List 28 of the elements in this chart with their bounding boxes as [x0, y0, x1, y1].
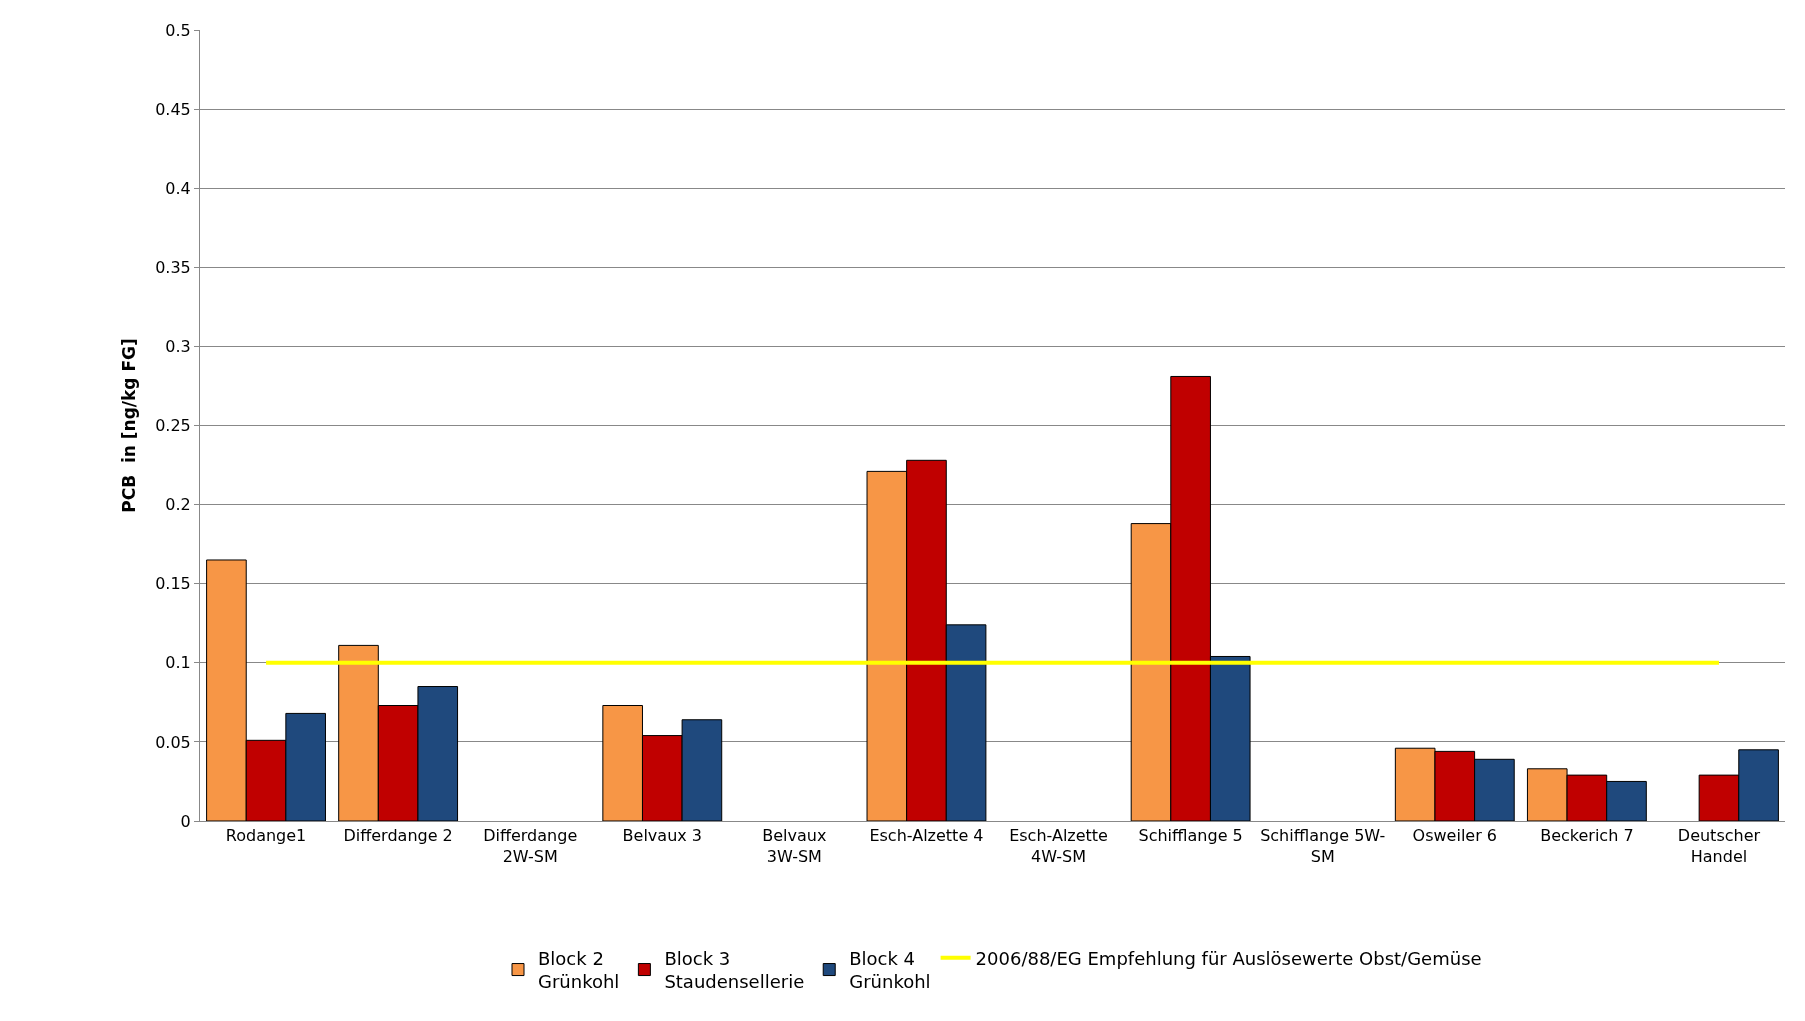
y-tick-label: 0.15	[155, 574, 191, 594]
y-tick-label: 0.3	[165, 337, 191, 356]
legend-label: 2006/88/EG Empfehlung für Auslösewerte Obst/Gemüse	[975, 947, 1482, 969]
y-tick-label: 0.2	[165, 495, 191, 515]
y-tick-label: 0.4	[165, 178, 191, 198]
legend-label: Block 4 Grünkohl	[849, 947, 931, 993]
x-tick-label: Belvaux 3W-SM	[762, 826, 827, 866]
x-tick-label: Differdange 2	[343, 826, 453, 846]
x-tick-label: Beckerich 7	[1540, 826, 1634, 846]
x-tick-label: Osweiler 6	[1412, 826, 1498, 846]
x-tick-label: Esch-Alzette 4W-SM	[1009, 826, 1108, 866]
y-tick-label: 0.1	[165, 653, 191, 673]
x-tick-label: Belvaux 3	[622, 826, 702, 846]
legend-label: Block 2 Grünkohl	[538, 947, 620, 993]
y-tick-label: 0.05	[155, 732, 191, 752]
x-tick-label: Schifflange 5	[1138, 826, 1243, 846]
y-tick-label: 0	[180, 811, 191, 831]
legend-label: Block 3 Staudensellerie	[664, 947, 805, 993]
x-tick-label: Esch-Alzette 4	[869, 826, 984, 846]
y-tick-label: 0.25	[155, 416, 191, 436]
y-tick-label: 0.35	[155, 257, 191, 277]
x-tick-label: Deutscher Handel	[1677, 826, 1761, 866]
y-tick-label: 0.45	[155, 99, 191, 119]
y-tick-label: 0.5	[165, 20, 191, 40]
x-tick-label: Differdange 2W-SM	[483, 826, 578, 866]
x-tick-label: Rodange1	[225, 826, 307, 846]
x-tick-label: Schifflange 5W- SM	[1260, 826, 1386, 866]
y-axis-title: PCB in [ng/kg FG]	[118, 338, 139, 513]
